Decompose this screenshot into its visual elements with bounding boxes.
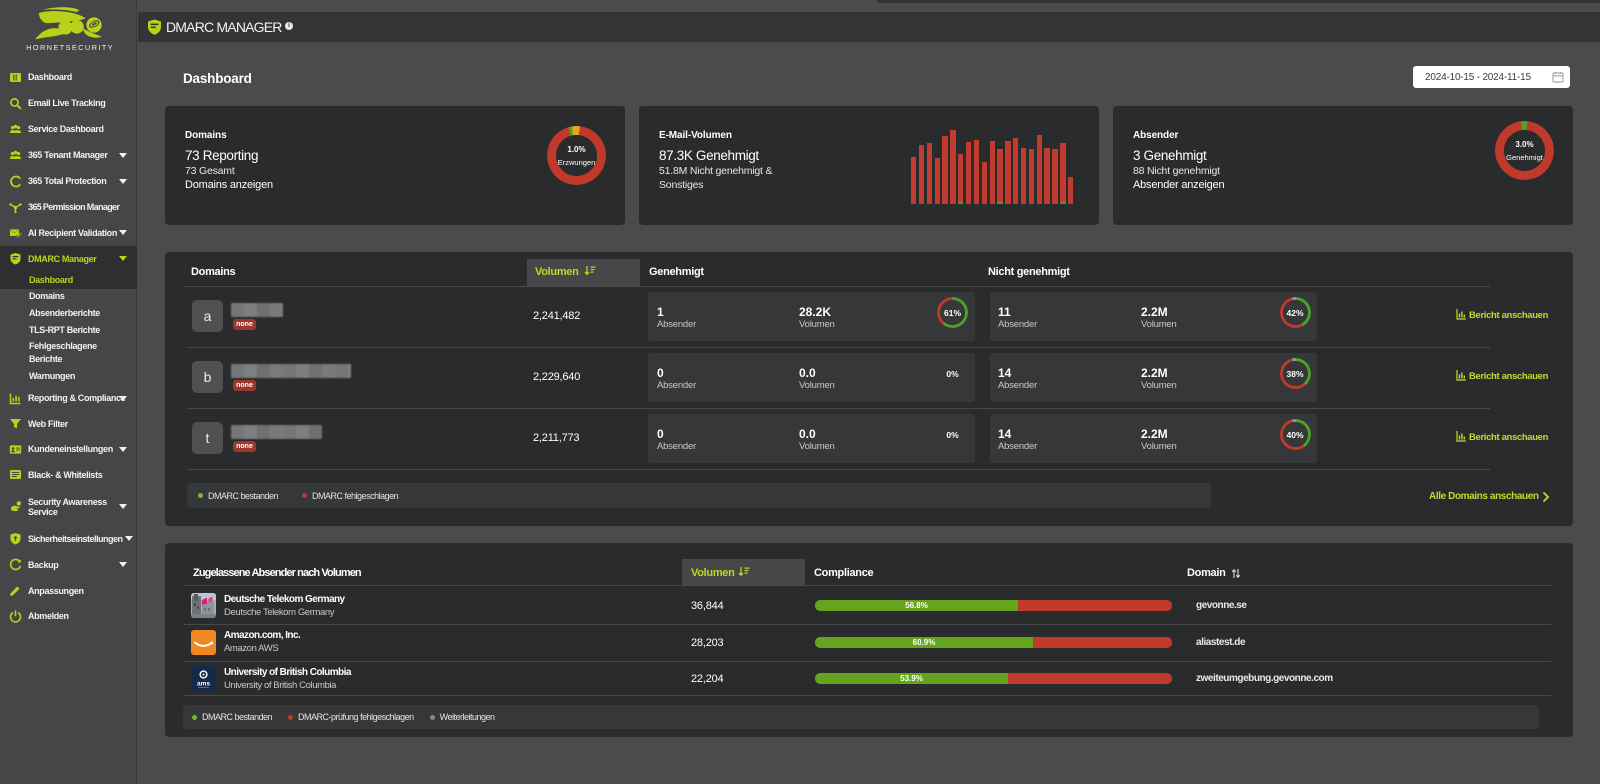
svg-text:ams: ams xyxy=(197,681,210,688)
